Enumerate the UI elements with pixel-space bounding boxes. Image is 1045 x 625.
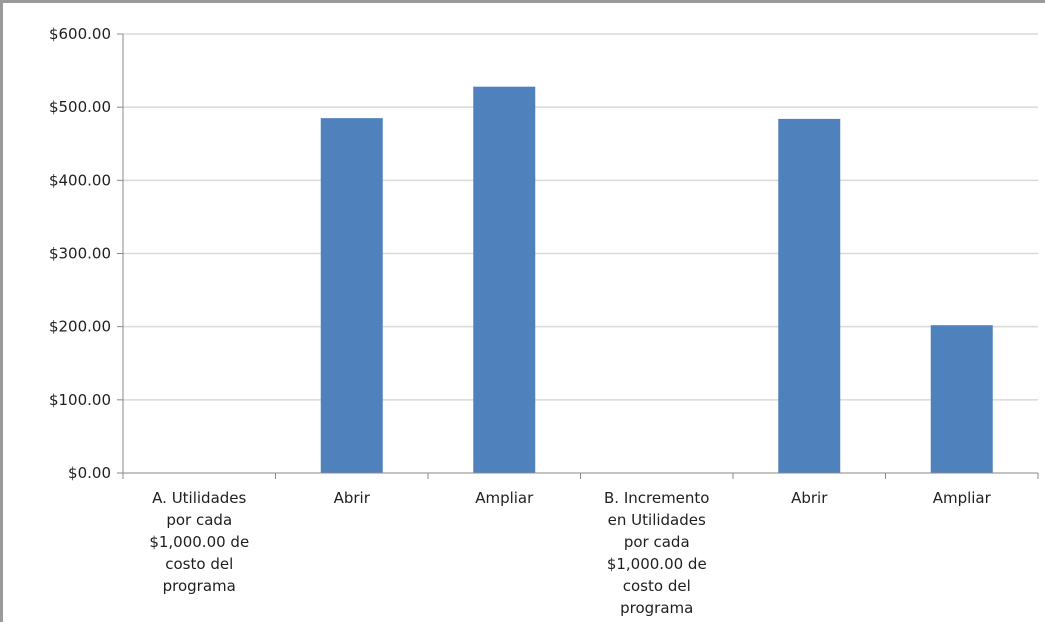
x-category-label: Abrir bbox=[791, 489, 828, 507]
gridlines bbox=[123, 33, 1038, 401]
axes bbox=[117, 33, 1039, 479]
y-tick-label: $0.00 bbox=[68, 464, 111, 482]
x-category-label: Abrir bbox=[334, 489, 371, 507]
bar bbox=[320, 118, 383, 474]
y-tick-label: $200.00 bbox=[49, 318, 111, 336]
y-tick-label: $400.00 bbox=[49, 171, 111, 189]
y-tick-labels: $0.00 $100.00 $200.00 $300.00 $400.00 $500.00… bbox=[49, 25, 111, 482]
x-category-label: Ampliar bbox=[933, 489, 992, 507]
bar bbox=[473, 86, 536, 474]
bar bbox=[778, 118, 841, 473]
y-tick-label: $100.00 bbox=[49, 391, 111, 409]
bar-chart: $0.00 $100.00 $200.00 $300.00 $400.00 $500.00… bbox=[49, 25, 1039, 617]
x-category-label: Ampliar bbox=[475, 489, 534, 507]
x-category-label: A. Utilidades por cada $1,000.00 de costo d… bbox=[149, 489, 249, 595]
x-category-label: B. Incremento en Utilidades por cada $1,000… bbox=[604, 489, 709, 617]
y-tick-label: $300.00 bbox=[49, 245, 111, 263]
bar bbox=[930, 325, 993, 473]
y-tick-label: $600.00 bbox=[49, 25, 111, 43]
x-category-labels: A. Utilidades por cada $1,000.00 de costo d… bbox=[149, 489, 991, 617]
y-tick-label: $500.00 bbox=[49, 98, 111, 116]
bars bbox=[320, 86, 993, 474]
